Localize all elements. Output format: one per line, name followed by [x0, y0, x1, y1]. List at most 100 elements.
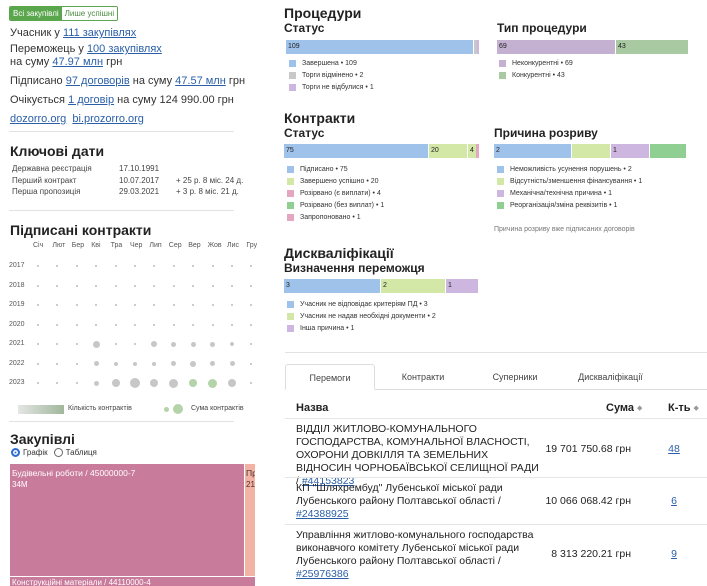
key-date-label: Державна реєстрація	[12, 164, 92, 173]
contract-dot[interactable]	[152, 361, 157, 366]
contract-dot[interactable]	[230, 342, 234, 346]
sum-legend-label: Сума контрактів	[191, 405, 244, 412]
contract-dot	[114, 343, 117, 345]
disqualifications-title: Дискваліфікації	[284, 245, 394, 261]
contract-dot	[192, 304, 195, 306]
contract-dot[interactable]	[150, 379, 159, 387]
toggle-won-only[interactable]: Лише успішні	[61, 7, 118, 20]
radio-table-label[interactable]: Таблиця	[65, 448, 97, 457]
radio-table[interactable]	[53, 448, 63, 457]
column-header-name[interactable]: Назва	[296, 402, 329, 414]
winner-sum-link[interactable]: 47.97 млн	[52, 56, 104, 68]
treemap-cell-construction[interactable]: Будівельні роботи / 45000000-7 34M	[10, 464, 244, 576]
termination-note: Причина розриву вже підписаних договорів	[494, 226, 635, 233]
contract-dot	[172, 265, 175, 267]
contract-dot[interactable]	[190, 360, 197, 367]
legend-item: Підписано • 75	[287, 166, 348, 173]
contract-dot[interactable]	[171, 341, 177, 347]
contract-dot[interactable]	[208, 378, 218, 388]
contract-dot[interactable]	[169, 378, 179, 388]
table-row-name: Управління житлово-комунального господар…	[296, 529, 544, 581]
legend-item: Інша причина • 1	[287, 325, 354, 332]
contract-dot[interactable]	[151, 341, 158, 347]
tab-competitors[interactable]: Суперники	[492, 372, 538, 382]
buyer-name: ВІДДІЛ ЖИТЛОВО-КОМУНАЛЬНОГО ГОСПОДАРСТВА…	[296, 423, 539, 487]
tab-contracts[interactable]: Контракти	[401, 372, 445, 382]
expected-line: Очікується 1 договір на суму 124 990.00 …	[10, 94, 234, 106]
bar-segment	[572, 144, 610, 158]
sort-icon[interactable]: ◆	[637, 405, 643, 412]
buyer-code-link[interactable]: #24388925	[296, 508, 349, 520]
contract-dot[interactable]	[111, 379, 120, 387]
contract-dot[interactable]	[210, 361, 216, 366]
contract-dot[interactable]	[113, 361, 118, 366]
contract-dot[interactable]	[190, 341, 196, 347]
contract-dot[interactable]	[228, 379, 236, 387]
contract-dot[interactable]	[130, 378, 140, 388]
table-row-sum: 10 066 068.42 грн	[545, 495, 631, 507]
participant-link[interactable]: 111 закупівлях	[62, 27, 137, 39]
contract-dot	[231, 284, 233, 287]
legend-label: Інша причина • 1	[300, 325, 355, 332]
contract-dot[interactable]	[93, 380, 99, 386]
month-label: Гру	[246, 242, 258, 249]
bar-segment	[476, 144, 479, 158]
buyer-code-link[interactable]: #44153823	[301, 475, 355, 487]
signed-prefix: Підписано	[10, 75, 66, 87]
dozorro-link[interactable]: dozorro.org	[10, 113, 67, 125]
contract-dot[interactable]	[210, 341, 216, 347]
bar-segment: 69	[497, 40, 615, 54]
radio-graph-label[interactable]: Графік	[23, 448, 48, 457]
procedures-status-bar: 109	[286, 40, 479, 54]
tab-wins[interactable]: Перемоги	[285, 364, 375, 390]
treemap-cell-materials[interactable]: Конструкційні матеріали / 44110000-4	[10, 577, 255, 586]
treemap-cell-secondary[interactable]: Пр 21	[245, 464, 255, 576]
contract-dot	[37, 265, 39, 267]
table-divider	[285, 418, 707, 419]
column-header-count[interactable]: К-ть ◆	[668, 402, 699, 414]
table-row-count-link[interactable]: 9	[671, 548, 677, 560]
contract-dot	[250, 265, 253, 267]
legend-label: Неконкурентні • 69	[512, 60, 573, 67]
tab-disqualifications[interactable]: Дискваліфікації	[578, 372, 643, 382]
bi-prozorro-link[interactable]: bi.prozorro.org	[72, 113, 144, 125]
buyer-code-link[interactable]: #25976386	[296, 568, 349, 580]
winner-link[interactable]: 100 закупівлях	[86, 43, 162, 55]
contract-dot[interactable]	[133, 361, 137, 366]
contract-dot[interactable]	[229, 361, 235, 366]
key-date-value: 29.03.2021	[119, 187, 160, 196]
table-row-count-link[interactable]: 6	[671, 495, 677, 507]
contract-dot	[56, 343, 59, 345]
table-row-count-link[interactable]: 48	[668, 443, 680, 455]
sort-icon[interactable]: ◆	[693, 405, 699, 412]
contract-dot[interactable]	[189, 379, 198, 387]
contract-dot	[153, 323, 156, 326]
signed-sum-link[interactable]: 47.57 млн	[175, 75, 226, 87]
bar-segment	[477, 40, 479, 54]
expected-contract-link[interactable]: 1 договір	[68, 94, 115, 106]
disqualification-bar: 3 2 1	[284, 279, 478, 293]
contract-dot[interactable]	[92, 340, 100, 348]
contract-dot	[114, 265, 117, 267]
signed-contracts-link[interactable]: 97 договорів	[65, 75, 130, 87]
contract-dot	[134, 343, 136, 345]
legend-item: Завершено успішно • 20	[287, 178, 379, 185]
buyer-name: КП "Шляхрембуд" Лубенської міської ради …	[296, 482, 503, 507]
month-label: Лип	[149, 242, 162, 249]
toggle-all-purchases[interactable]: Всі закупівлі	[10, 7, 62, 20]
contract-dot[interactable]	[93, 361, 99, 366]
contract-dot	[56, 362, 59, 365]
bar-segment: 109	[286, 40, 473, 54]
bar-segment: 1	[611, 144, 649, 158]
contract-dot[interactable]	[171, 361, 177, 366]
bar-segment: 2	[494, 144, 571, 158]
column-header-sum[interactable]: Сума ◆	[606, 402, 642, 414]
bar-segment: 2	[381, 279, 445, 293]
legend-label: Завершено успішно • 20	[300, 178, 379, 185]
contract-dot	[37, 304, 39, 306]
key-date-label: Перший контракт	[12, 176, 77, 185]
legend-label: Учасник не надав необхідні документи • 2	[300, 313, 436, 320]
year-label: 2023	[9, 379, 25, 386]
radio-graph[interactable]	[11, 448, 20, 457]
bar-segment: 20	[429, 144, 467, 158]
